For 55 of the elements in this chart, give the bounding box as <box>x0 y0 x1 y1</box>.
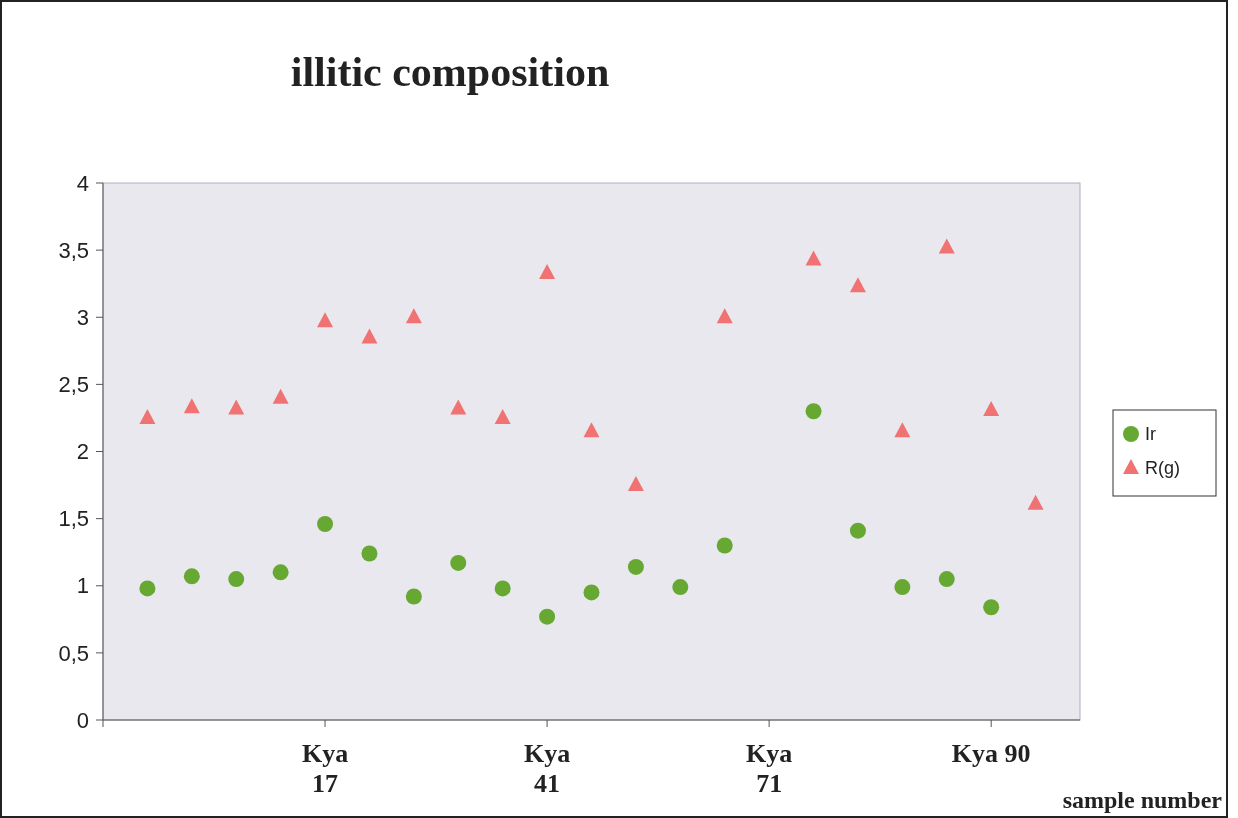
chart-title: illitic composition <box>290 49 610 95</box>
point <box>228 399 245 415</box>
y-tick-label: 3,5 <box>58 237 89 263</box>
point <box>716 537 733 554</box>
x-tick-label: Kya 41 <box>523 739 571 798</box>
y-tick-label: 0 <box>76 707 89 733</box>
point <box>139 580 156 597</box>
y-tick-label: 4 <box>76 170 89 196</box>
point <box>494 408 511 424</box>
y-tick-label: 1 <box>76 573 89 599</box>
point <box>894 422 911 438</box>
point <box>183 568 200 585</box>
point <box>405 588 422 605</box>
x-tick-label: Kya 71 <box>746 739 793 798</box>
point <box>450 554 467 571</box>
point <box>539 608 556 625</box>
point <box>983 599 1000 616</box>
point <box>450 399 467 415</box>
point <box>716 308 733 324</box>
point <box>1027 494 1044 510</box>
point <box>139 408 156 424</box>
point <box>627 558 644 575</box>
point <box>494 580 511 597</box>
point <box>317 516 334 532</box>
x-tick-label: Kya 90 <box>951 739 1031 768</box>
point <box>317 312 334 328</box>
point <box>228 571 245 588</box>
legend-label: R(g) <box>1145 458 1180 479</box>
point <box>405 308 422 324</box>
point <box>583 584 600 601</box>
point <box>938 571 955 588</box>
y-tick-label: 2 <box>76 439 89 465</box>
x-axis-title: sample number <box>1062 787 1223 813</box>
point <box>894 579 911 596</box>
point <box>672 579 689 596</box>
point <box>805 403 822 420</box>
y-tick-label: 2,5 <box>58 372 89 398</box>
point <box>272 564 289 581</box>
point <box>805 250 822 266</box>
x-tick-label: Kya 17 <box>301 739 349 798</box>
point <box>583 422 600 438</box>
legend-label: Ir <box>1145 424 1156 445</box>
point <box>272 388 289 404</box>
point <box>849 522 866 539</box>
point <box>938 238 955 254</box>
point <box>361 328 378 344</box>
point <box>627 476 644 492</box>
y-tick-label: 0,5 <box>58 640 89 666</box>
point <box>361 545 378 562</box>
point <box>539 263 556 279</box>
point <box>849 277 866 293</box>
y-tick-label: 1,5 <box>58 506 89 532</box>
y-tick-label: 3 <box>76 304 89 330</box>
point <box>183 398 200 414</box>
point <box>983 400 1000 416</box>
